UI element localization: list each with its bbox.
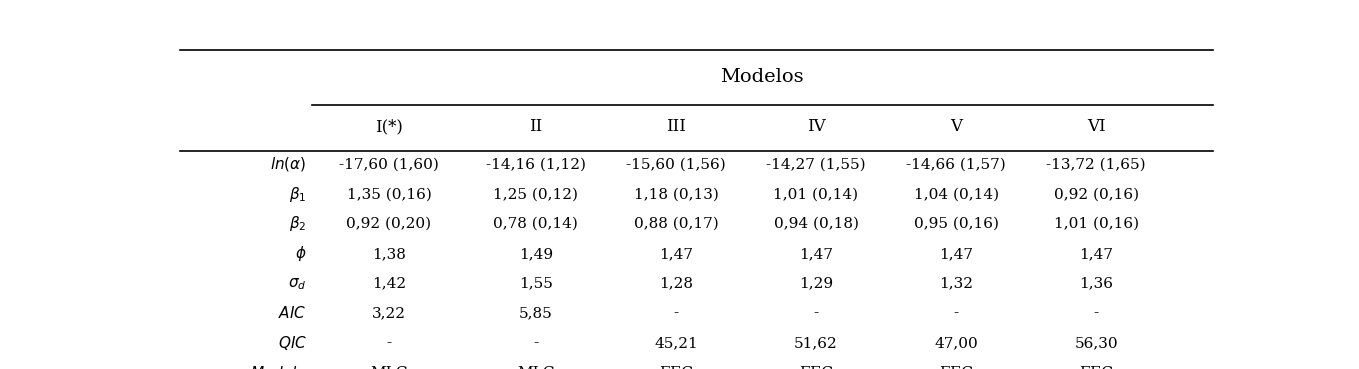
Text: I(*): I(*) — [375, 118, 402, 135]
Text: $\mathit{\phi}$: $\mathit{\phi}$ — [295, 244, 307, 263]
Text: IV: IV — [807, 118, 825, 135]
Text: EEG: EEG — [659, 366, 693, 369]
Text: -: - — [814, 307, 818, 321]
Text: Modelos: Modelos — [720, 68, 805, 86]
Text: 1,25 (0,12): 1,25 (0,12) — [493, 187, 579, 201]
Text: 56,30: 56,30 — [1075, 336, 1118, 350]
Text: 0,78 (0,14): 0,78 (0,14) — [493, 217, 579, 231]
Text: -: - — [954, 307, 958, 321]
Text: 0,88 (0,17): 0,88 (0,17) — [633, 217, 719, 231]
Text: V: V — [950, 118, 962, 135]
Text: $\mathit{ln}(\mathit{\alpha})$: $\mathit{ln}(\mathit{\alpha})$ — [270, 155, 307, 173]
Text: 1,01 (0,16): 1,01 (0,16) — [1053, 217, 1139, 231]
Text: 1,32: 1,32 — [939, 277, 973, 291]
Text: III: III — [666, 118, 686, 135]
Text: 1,28: 1,28 — [659, 277, 693, 291]
Text: 1,42: 1,42 — [372, 277, 406, 291]
Text: $\mathit{QIC}$: $\mathit{QIC}$ — [277, 334, 307, 352]
Text: -: - — [533, 336, 538, 350]
Text: $\mathit{\beta_1}$: $\mathit{\beta_1}$ — [289, 184, 307, 204]
Text: 1,35 (0,16): 1,35 (0,16) — [347, 187, 431, 201]
Text: $\mathit{\sigma}_\mathit{d}$: $\mathit{\sigma}_\mathit{d}$ — [288, 276, 307, 292]
Text: 1,55: 1,55 — [519, 277, 553, 291]
Text: 1,36: 1,36 — [1079, 277, 1113, 291]
Text: -: - — [674, 307, 678, 321]
Text: 0,94 (0,18): 0,94 (0,18) — [773, 217, 859, 231]
Text: 0,92 (0,20): 0,92 (0,20) — [347, 217, 432, 231]
Text: 1,18 (0,13): 1,18 (0,13) — [633, 187, 719, 201]
Text: 1,47: 1,47 — [799, 247, 833, 261]
Text: 1,47: 1,47 — [659, 247, 693, 261]
Text: -13,72 (1,65): -13,72 (1,65) — [1046, 157, 1146, 171]
Text: -14,27 (1,55): -14,27 (1,55) — [766, 157, 866, 171]
Text: EEG: EEG — [939, 366, 973, 369]
Text: -17,60 (1,60): -17,60 (1,60) — [338, 157, 439, 171]
Text: 3,22: 3,22 — [372, 307, 406, 321]
Text: 51,62: 51,62 — [794, 336, 839, 350]
Text: $\mathit{Modelo}$: $\mathit{Modelo}$ — [250, 365, 307, 369]
Text: EEG: EEG — [799, 366, 833, 369]
Text: 1,47: 1,47 — [939, 247, 973, 261]
Text: $\mathit{\beta_2}$: $\mathit{\beta_2}$ — [289, 214, 307, 234]
Text: 1,47: 1,47 — [1079, 247, 1113, 261]
Text: 47,00: 47,00 — [934, 336, 978, 350]
Text: 1,38: 1,38 — [372, 247, 406, 261]
Text: 5,85: 5,85 — [519, 307, 553, 321]
Text: 1,04 (0,14): 1,04 (0,14) — [913, 187, 999, 201]
Text: -14,16 (1,12): -14,16 (1,12) — [487, 157, 586, 171]
Text: $\mathit{AIC}$: $\mathit{AIC}$ — [279, 306, 307, 321]
Text: 1,49: 1,49 — [519, 247, 553, 261]
Text: 1,29: 1,29 — [799, 277, 833, 291]
Text: 0,92 (0,16): 0,92 (0,16) — [1053, 187, 1139, 201]
Text: 0,95 (0,16): 0,95 (0,16) — [913, 217, 999, 231]
Text: MLG: MLG — [516, 366, 554, 369]
Text: -15,60 (1,56): -15,60 (1,56) — [626, 157, 726, 171]
Text: -: - — [1094, 307, 1098, 321]
Text: -14,66 (1,57): -14,66 (1,57) — [906, 157, 1006, 171]
Text: EEG: EEG — [1079, 366, 1113, 369]
Text: -: - — [386, 336, 391, 350]
Text: 1,01 (0,14): 1,01 (0,14) — [773, 187, 859, 201]
Text: II: II — [529, 118, 542, 135]
Text: MLG: MLG — [370, 366, 408, 369]
Text: VI: VI — [1087, 118, 1105, 135]
Text: 45,21: 45,21 — [654, 336, 697, 350]
